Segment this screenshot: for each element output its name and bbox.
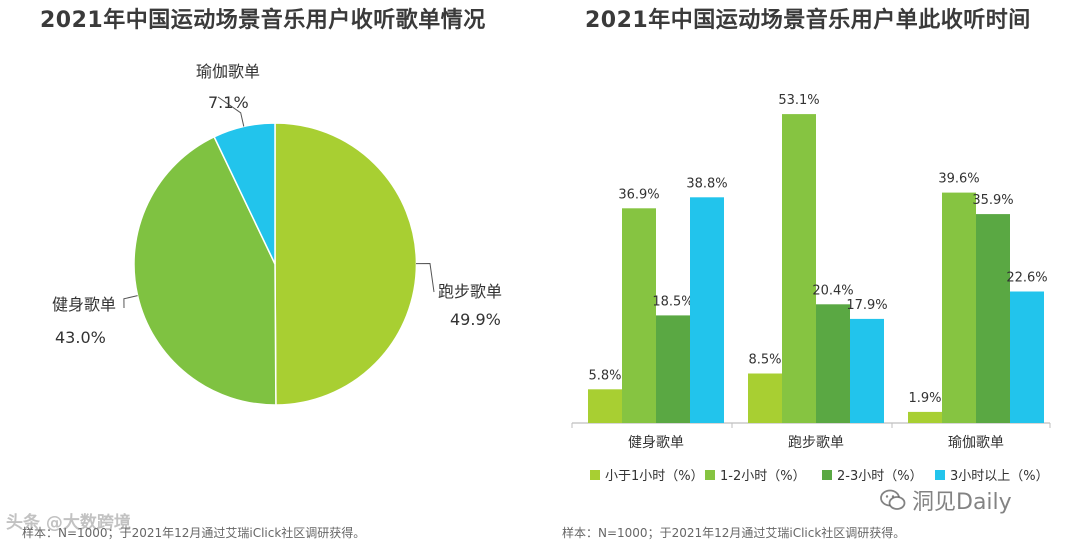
bar-data-label: 35.9%: [972, 193, 1013, 208]
bar: [976, 214, 1010, 423]
bar: [782, 114, 816, 423]
bar: [1010, 291, 1044, 423]
bar: [588, 389, 622, 423]
wechat-icon: [880, 489, 906, 510]
bar-source-note: 样本：N=1000；于2021年12月通过艾瑞iClick社区调研获得。: [562, 526, 906, 540]
x-tick-label: 健身歌单: [628, 435, 684, 451]
bar: [850, 318, 884, 423]
legend-swatch: [822, 470, 832, 480]
watermark-right: 洞见Daily: [880, 484, 1012, 516]
bar-chart: 5.8% 36.9% 18.5% 38.8% 健身歌单 8.5% 53.1% 20.4%17.…: [571, 93, 1051, 484]
bar: [908, 411, 942, 423]
bar-data-label: 38.8%: [686, 176, 727, 191]
bar-data-label: 18.5%: [652, 294, 693, 309]
watermark-right-text: 洞见Daily: [912, 490, 1012, 515]
pie-leader-line: [217, 96, 245, 127]
legend-swatch: [590, 470, 600, 480]
legend-label: 小于1小时（%）: [605, 469, 704, 484]
pie-slice: [133, 135, 277, 406]
pie-slice-value: 43.0%: [55, 328, 106, 347]
bar-chart-title: 2021年中国运动场景音乐用户单此收听时间: [585, 8, 1031, 33]
bar: [656, 315, 690, 423]
bar-data-label: 1.9%: [908, 391, 941, 406]
bar: [942, 192, 976, 423]
legend-swatch: [705, 470, 715, 480]
bar: [816, 304, 850, 423]
pie-source-note: 样本：N=1000；于2021年12月通过艾瑞iClick社区调研获得。: [22, 526, 366, 540]
pie-slice: [213, 122, 276, 265]
pie-slice-label: 跑步歌单: [438, 282, 502, 301]
pie-leader-line: [415, 262, 435, 293]
bar-data-label: 8.5%: [748, 353, 781, 368]
pie-chart-title: 2021年中国运动场景音乐用户收听歌单情况: [40, 8, 486, 33]
legend-label: 2-3小时（%）: [837, 469, 923, 484]
pie-slice: [274, 122, 418, 406]
legend-label: 1-2小时（%）: [720, 469, 806, 484]
x-tick-label: 瑜伽歌单: [948, 435, 1004, 451]
pie-leader-line: [123, 295, 138, 309]
pie-slice-value: 49.9%: [450, 310, 501, 329]
bar: [622, 208, 656, 423]
x-tick-label: 跑步歌单: [788, 435, 844, 451]
bar-data-label: 53.1%: [778, 93, 819, 108]
bar: [748, 373, 782, 423]
bar-data-label: 5.8%: [588, 368, 621, 383]
pie-chart: 跑步歌单 49.9% 健身歌单 43.0% 瑜伽歌单 7.1%: [52, 62, 502, 406]
watermark-left: 头条 @大数跨境: [6, 513, 131, 533]
pie-slice-value: 7.1%: [208, 93, 249, 112]
bar-data-label: 22.6%: [1006, 271, 1047, 286]
legend-swatch: [935, 470, 945, 480]
bar-data-label: 20.4%: [812, 283, 853, 298]
bar-data-label: 39.6%: [938, 172, 979, 187]
pie-slice-label: 健身歌单: [52, 295, 116, 314]
pie-slice-label: 瑜伽歌单: [196, 62, 260, 81]
bar-data-label: 17.9%: [846, 298, 887, 313]
bar: [690, 197, 724, 423]
legend-label: 3小时以上（%）: [950, 469, 1049, 484]
bar-data-label: 36.9%: [618, 187, 659, 202]
